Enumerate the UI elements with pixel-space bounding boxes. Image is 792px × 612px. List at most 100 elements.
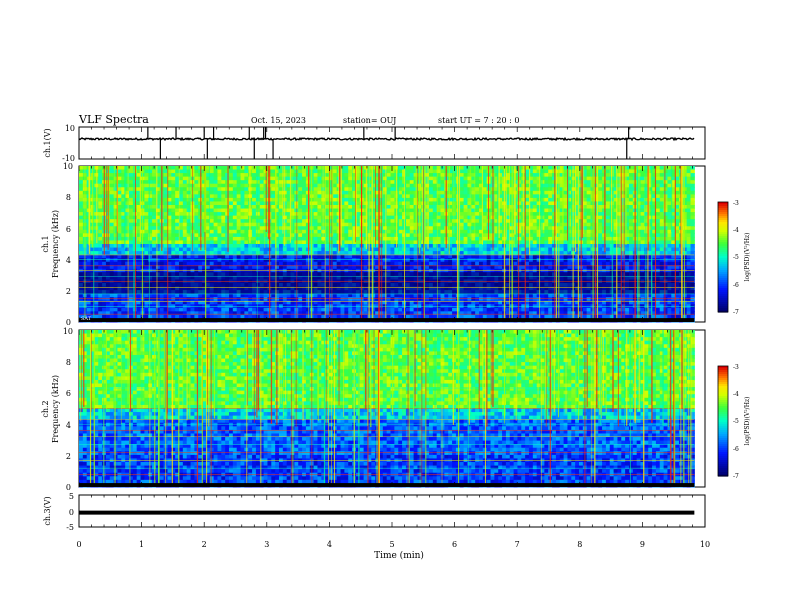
spectrogram-cell [686, 240, 692, 245]
spectrogram-cell [490, 258, 495, 263]
spectrogram-cell [317, 208, 322, 213]
spectrogram-cell [563, 187, 568, 192]
spectrogram-cell [428, 190, 434, 195]
spectrogram-cell [171, 205, 176, 210]
spectrogram-cell [171, 254, 176, 259]
spectrogram-cell [448, 268, 453, 273]
spectrogram-cell [505, 173, 511, 178]
spectrogram-cell [198, 268, 203, 273]
spectrogram-cell [498, 244, 503, 249]
spectrogram-cell [409, 180, 415, 185]
spectrogram-cell [513, 265, 518, 270]
spectrogram-cell [613, 173, 618, 178]
spectrogram-cell [148, 236, 153, 241]
spectrogram-cell [232, 194, 238, 199]
spectrogram-cell [117, 173, 122, 178]
spectrogram-cell [621, 229, 626, 234]
spectrogram-cell [286, 229, 292, 234]
spectrogram-cell [136, 176, 142, 181]
spectrogram-cell [425, 261, 430, 266]
spectrogram-cell [148, 247, 153, 252]
spectrogram-cell [155, 183, 161, 188]
spectrogram-cell [328, 166, 334, 171]
spectrogram-cell [655, 212, 661, 217]
spectrogram-cell [448, 176, 453, 181]
ch1-waveform-frame [78, 126, 706, 160]
date-label: Oct. 15, 2023 [251, 116, 306, 125]
spectrogram-cell [528, 251, 534, 256]
spectrogram-cell [205, 187, 211, 192]
spectrogram-cell [478, 166, 484, 171]
spectrogram-cell [98, 240, 103, 245]
spectrogram-cell [259, 254, 265, 259]
spectrogram-cell [498, 258, 503, 263]
spectrogram-cell [348, 166, 353, 171]
spectrogram-cell [152, 215, 157, 220]
spectrogram-cell [167, 187, 172, 192]
spectrogram-cell [575, 197, 580, 202]
spectrogram-cell [98, 201, 103, 206]
spectrogram-cell [440, 244, 445, 249]
spectrogram-cell [132, 166, 138, 171]
spectrogram-cell [302, 197, 307, 202]
spectrogram-cell [182, 201, 188, 206]
spectrogram-cell [294, 258, 299, 263]
spectrogram-cell [517, 205, 522, 210]
spectrogram-cell [213, 247, 218, 252]
spectrogram-cell [448, 236, 453, 241]
spectrogram-cell [325, 254, 330, 259]
spectrogram-cell [621, 166, 626, 171]
spectrogram-cell [386, 261, 392, 266]
spectrogram-cell [640, 219, 645, 224]
spectrogram-cell [440, 201, 445, 206]
spectrogram-cell [171, 251, 176, 256]
spectrogram-cell [448, 197, 453, 202]
spectrogram-cell [194, 254, 199, 259]
spectrogram-cell [175, 176, 180, 181]
spectrogram-cell [255, 187, 261, 192]
spectrogram-cell [625, 173, 630, 178]
spectrogram-cell [667, 201, 672, 206]
spectrogram-cell [640, 169, 645, 174]
spectrogram-cell [648, 183, 653, 188]
spectrogram-cell [686, 208, 692, 213]
spectrogram-cell [298, 194, 303, 199]
spectrogram-cell [225, 197, 230, 202]
spectrogram-cell [271, 222, 276, 227]
spectrogram-cell [305, 265, 311, 270]
spectrogram-cell [594, 197, 599, 202]
spectrogram-cell [621, 265, 626, 270]
spectrogram-cell [213, 180, 218, 185]
spectrogram-cell [175, 244, 180, 249]
spectrogram-cell [525, 247, 530, 252]
spectrogram-cell [113, 251, 118, 256]
spectrogram-cell [378, 194, 384, 199]
spectrogram-cell [682, 183, 688, 188]
spectrogram-cell [575, 215, 580, 220]
spectrogram-cell [228, 187, 234, 192]
spectrogram-cell [559, 233, 565, 238]
spectrogram-cell [613, 205, 618, 210]
spectrogram-cell [94, 261, 99, 266]
spectrogram-cell [209, 205, 215, 210]
spectrogram-cell [586, 197, 592, 202]
spectrogram-cell [613, 251, 618, 256]
spectrogram-cell [332, 222, 338, 227]
spectrogram-cell [555, 205, 561, 210]
spectrogram-cell [228, 261, 234, 266]
spectrogram-cell [605, 233, 611, 238]
spectrogram-cell [586, 187, 592, 192]
spectrogram-cell [109, 194, 115, 199]
spectrogram-cell [313, 229, 318, 234]
spectrogram-cell [129, 205, 134, 210]
ch1-trace-line [78, 136, 695, 142]
spectrogram-cell [375, 240, 380, 245]
spectrogram-cell [186, 247, 192, 252]
spectrogram-cell [567, 226, 572, 231]
spectrogram-cell [467, 265, 472, 270]
spectrogram-cell [548, 244, 553, 249]
spectrogram-cell [79, 261, 84, 266]
spectrogram-cell [563, 268, 568, 273]
spectrogram-cell [663, 251, 668, 256]
spectrogram-cell [478, 261, 484, 266]
